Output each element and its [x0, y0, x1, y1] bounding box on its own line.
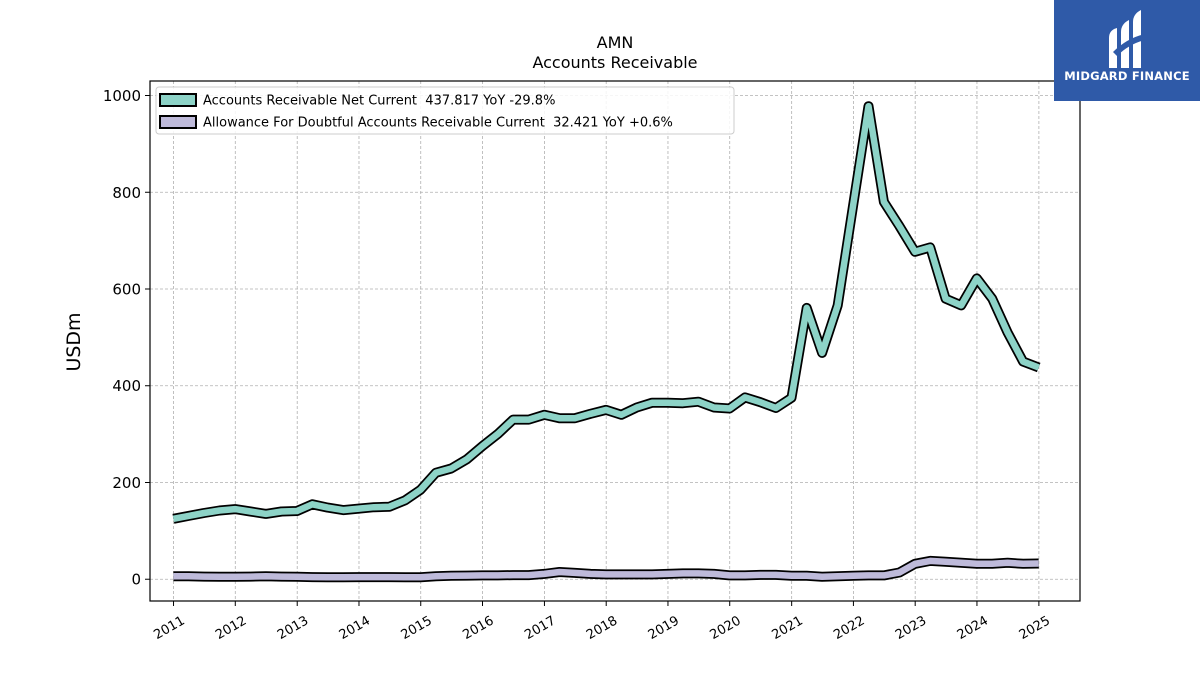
- legend-swatch-accounts-receivable: [159, 93, 197, 107]
- x-tick-label: 2014: [337, 613, 373, 643]
- series-line-1: [173, 557, 1039, 581]
- x-tick-label: 2011: [151, 613, 187, 643]
- chart-legend: Accounts Receivable Net Current 437.817 …: [155, 86, 735, 135]
- x-tick-label: 2024: [955, 613, 991, 643]
- x-tick-label: 2015: [399, 613, 435, 643]
- logo-text: MIDGARD FINANCE: [1064, 69, 1190, 83]
- y-tick-label: 800: [112, 184, 141, 202]
- x-tick-label: 2019: [646, 613, 682, 643]
- midgard-logo-mark-icon: [1109, 10, 1145, 68]
- grid-lines: [150, 81, 1080, 601]
- x-tick-label: 2025: [1017, 613, 1053, 643]
- x-tick-label: 2017: [522, 613, 558, 643]
- x-tick-label: 2021: [769, 613, 805, 643]
- x-tick-label: 2020: [708, 613, 744, 643]
- x-tick-label: 2023: [893, 613, 929, 643]
- legend-label-accounts-receivable: Accounts Receivable Net Current 437.817 …: [203, 94, 555, 109]
- x-tick-label: 2018: [584, 613, 620, 643]
- legend-box: [155, 86, 735, 135]
- x-tick-label: 2022: [831, 613, 867, 643]
- x-tick-label: 2012: [213, 613, 249, 643]
- y-tick-label: 1000: [103, 87, 141, 105]
- y-tick-label: 600: [112, 281, 141, 299]
- axis-ticks: 0 200 400 600 800 1000 2011 2012 2013 2014 2015 201…: [103, 87, 1053, 643]
- chart-title: AMN: [597, 33, 634, 52]
- chart-subtitle: Accounts Receivable: [532, 53, 697, 72]
- legend-label-allowance-doubtful: Allowance For Doubtful Accounts Receivab…: [203, 116, 673, 131]
- y-axis-label: USDm: [63, 312, 85, 371]
- legend-swatch-allowance-doubtful: [159, 115, 197, 129]
- plot-frame: [149, 80, 1081, 602]
- y-tick-label: 400: [112, 377, 141, 395]
- x-tick-label: 2013: [275, 613, 311, 643]
- x-tick-label: 2016: [460, 613, 496, 643]
- series-line-0: [172, 102, 1040, 522]
- y-tick-label: 0: [131, 571, 141, 589]
- y-tick-label: 200: [112, 474, 141, 492]
- midgard-finance-logo: MIDGARD FINANCE: [1054, 0, 1200, 101]
- series-lines: [172, 101, 1041, 583]
